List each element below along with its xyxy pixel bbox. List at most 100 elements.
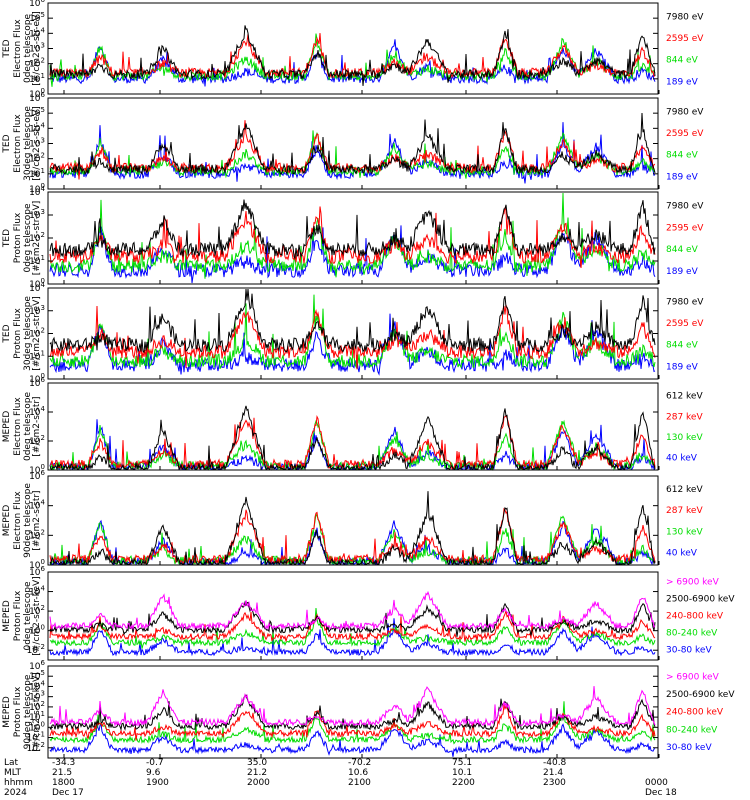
x-row-label: hhmm bbox=[4, 778, 33, 788]
panel-frame-8 bbox=[47, 665, 659, 759]
series-2500-6900-kev bbox=[49, 694, 656, 732]
legend-entry: 80-240 keV bbox=[666, 628, 718, 638]
x-tick-label: 1800 bbox=[52, 778, 75, 788]
y-axis-label: [#/cm2-s-str-keV] bbox=[32, 672, 42, 751]
y-axis-label: 90deg telescope bbox=[23, 674, 33, 749]
legend-entry: 189 eV bbox=[666, 267, 699, 277]
legend-entry: > 6900 keV bbox=[666, 578, 720, 588]
series-40-kev bbox=[49, 519, 656, 566]
legend-entry: 7980 eV bbox=[666, 297, 704, 307]
y-axis-label: MEPED bbox=[2, 696, 12, 728]
series--6900-kev bbox=[49, 590, 656, 632]
y-axis-label: MEPED bbox=[2, 411, 12, 443]
legend-entry: 189 eV bbox=[666, 362, 699, 372]
legend-entry: 7980 eV bbox=[666, 107, 704, 117]
y-axis-label: [#/cm2-s-str] bbox=[32, 490, 42, 550]
legend-entry: 844 eV bbox=[666, 151, 699, 161]
y-axis-label: 90deg telescope bbox=[23, 483, 33, 558]
legend-entry: 2500-6900 keV bbox=[666, 690, 735, 700]
y-axis-label: 0deg telescope bbox=[23, 392, 33, 462]
legend-entry: 130 keV bbox=[666, 527, 703, 537]
legend-entry: 2595 eV bbox=[666, 319, 704, 329]
x-tick-label: 2100 bbox=[348, 778, 371, 788]
legend-entry: 2595 eV bbox=[666, 34, 704, 44]
series-7980-ev bbox=[49, 199, 656, 259]
y-axis-label: [#/cm2-s-str-eV] bbox=[32, 201, 42, 276]
panel-frames bbox=[47, 2, 660, 759]
legend-entry: 2595 eV bbox=[666, 223, 704, 233]
x-tick-label: 1900 bbox=[146, 778, 169, 788]
series-240-800-kev bbox=[49, 610, 656, 642]
series-80-240-kev bbox=[49, 701, 656, 745]
y-axis-label: Proton Flux bbox=[13, 308, 23, 359]
series-844-ev bbox=[49, 130, 656, 179]
x-tick-label: 21.4 bbox=[543, 768, 563, 778]
panel-frame-7 bbox=[47, 571, 659, 661]
y-axis-label: 0deg telescope bbox=[23, 14, 33, 84]
series-7980-ev bbox=[49, 112, 656, 176]
legend-entry: 2500-6900 keV bbox=[666, 595, 735, 605]
x-tick-label: 9.6 bbox=[146, 768, 161, 778]
y-axis-label: [#/cm2-s-str] bbox=[32, 396, 42, 456]
y-axis-label: Proton Flux bbox=[13, 212, 23, 263]
series--6900-kev bbox=[49, 686, 656, 728]
x-tick-label: 21.5 bbox=[52, 768, 72, 778]
x-tick-label: 2000 bbox=[247, 778, 270, 788]
y-axis-label: MEPED bbox=[2, 505, 12, 537]
series-30-80-kev bbox=[49, 722, 656, 757]
y-axis-label: 0deg telescope bbox=[23, 581, 33, 651]
y-tick-label: 106 bbox=[29, 0, 45, 9]
x-tick-label: 2300 bbox=[543, 778, 566, 788]
series-2595-ev bbox=[49, 206, 656, 268]
series-7980-ev bbox=[49, 25, 656, 86]
panel-frame-5 bbox=[47, 382, 659, 471]
series-7980-ev bbox=[49, 288, 656, 354]
y-axis-label: Proton Flux bbox=[13, 686, 23, 737]
series-189-ev bbox=[49, 39, 656, 87]
series-612-kev bbox=[49, 491, 656, 566]
y-axis-label: Electron Flux bbox=[13, 491, 23, 550]
x-tick-label: 35.0 bbox=[247, 758, 267, 768]
y-axis-label: TED bbox=[2, 324, 12, 343]
x-tick-label: 0000 bbox=[645, 778, 668, 788]
legend-entry: 7980 eV bbox=[666, 201, 704, 211]
legend-entry: 30-80 keV bbox=[666, 743, 712, 753]
x-tick-label: -70.2 bbox=[348, 758, 371, 768]
series-612-kev bbox=[49, 405, 656, 471]
legend-entry: 240-800 keV bbox=[666, 708, 724, 718]
legend-entry: 80-240 keV bbox=[666, 725, 718, 735]
x-tick-label: Dec 17 bbox=[52, 788, 84, 798]
y-axis-label: Electron Flux bbox=[13, 19, 23, 78]
y-axis-label: TED bbox=[2, 229, 12, 248]
legend-entry: 2595 eV bbox=[666, 129, 704, 139]
panel-frame-6 bbox=[47, 475, 659, 566]
legend-entry: 844 eV bbox=[666, 341, 699, 351]
legend-entry: 189 eV bbox=[666, 172, 699, 182]
y-axis-label: [#/cm2-s-str-keV] bbox=[32, 576, 42, 655]
legend-entry: 40 keV bbox=[666, 454, 698, 464]
y-axis-label: TED bbox=[2, 39, 12, 58]
legend-entry: 189 eV bbox=[666, 77, 699, 87]
x-tick-label: -0.7 bbox=[146, 758, 164, 768]
legend-entry: 844 eV bbox=[666, 56, 699, 66]
legend-entry: 130 keV bbox=[666, 433, 703, 443]
y-axis-label: [#/cm2-s-str-eV] bbox=[32, 106, 42, 181]
legend-entry: 844 eV bbox=[666, 245, 699, 255]
series-30-80-kev bbox=[49, 618, 656, 658]
y-axis-label: [#/cm2-s-str-eV] bbox=[32, 11, 42, 86]
legend-entry: > 6900 keV bbox=[666, 672, 720, 682]
x-row-label: Lat bbox=[4, 758, 19, 768]
y-axis-label: [#/cm2-s-str-eV] bbox=[32, 296, 42, 371]
series-80-240-kev bbox=[49, 607, 656, 649]
x-tick-label: 21.2 bbox=[247, 768, 267, 778]
legend-entry: 612 keV bbox=[666, 485, 703, 495]
x-tick-label: 75.1 bbox=[452, 758, 472, 768]
flux-traces bbox=[49, 25, 656, 757]
x-tick-label: Dec 18 bbox=[645, 788, 677, 798]
y-axis-label: Proton Flux bbox=[13, 590, 23, 641]
y-axis-label: 30deg telescope bbox=[23, 106, 33, 181]
y-axis-label: 0deg telescope bbox=[23, 203, 33, 273]
y-axis-label: Electron Flux bbox=[13, 397, 23, 456]
